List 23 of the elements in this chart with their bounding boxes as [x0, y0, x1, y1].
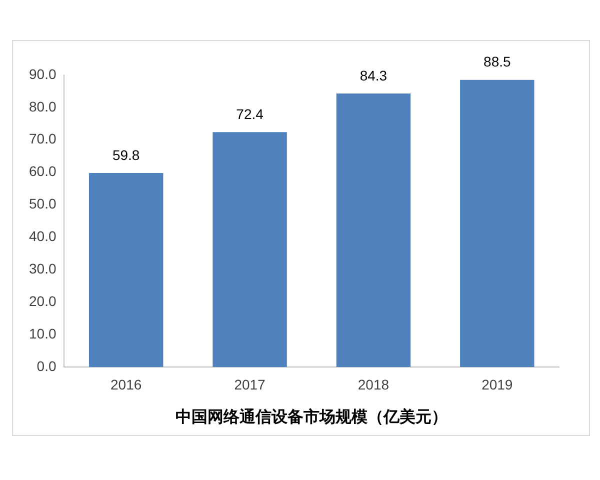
y-tick-label: 90.0 [29, 66, 56, 82]
x-tick-label: 2018 [358, 376, 390, 392]
x-tick-label: 2016 [110, 376, 142, 392]
data-label: 59.8 [112, 146, 140, 163]
x-axis-title: 中国网络通信设备市场规模（亿美元） [176, 406, 448, 426]
y-tick-label: 70.0 [29, 130, 56, 147]
bar [336, 93, 411, 367]
bar [88, 172, 164, 367]
y-tick-label: 30.0 [29, 260, 56, 277]
y-tick-label: 50.0 [29, 196, 56, 212]
y-tick-label: 40.0 [29, 228, 56, 244]
data-label: 84.3 [360, 67, 388, 84]
bar [212, 132, 287, 367]
x-tick-label: 2019 [482, 376, 513, 392]
y-tick-label: 0.0 [36, 358, 56, 374]
data-label: 72.4 [236, 106, 264, 122]
bar [460, 80, 534, 367]
y-tick-label: 10.0 [29, 325, 56, 342]
data-label: 88.5 [484, 54, 511, 70]
y-tick-label: 80.0 [29, 98, 56, 114]
y-tick-label: 60.0 [29, 163, 56, 180]
y-tick-label: 20.0 [29, 292, 56, 309]
x-tick-label: 2017 [234, 376, 266, 392]
